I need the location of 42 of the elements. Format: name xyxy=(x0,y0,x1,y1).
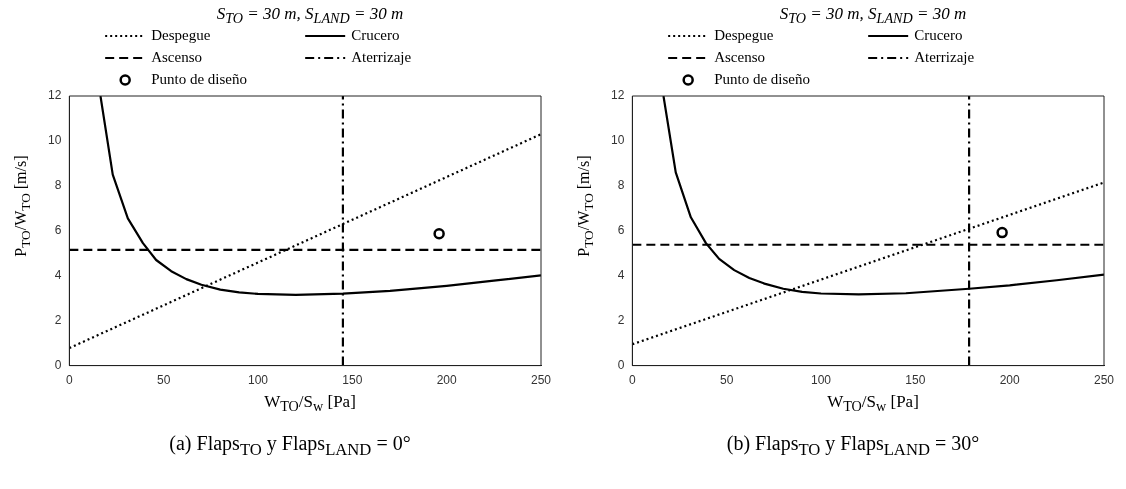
legend-label: Aterrizaje xyxy=(914,48,975,65)
x-axis-title: W$_{TO}$/S$_{w}$ [Pa] xyxy=(826,392,920,416)
text: (a) Flaps$_{TO}$ y Flaps$_{LAND}$ = 0° xyxy=(168,432,412,460)
y-tick-label: 10 xyxy=(47,133,62,148)
x-tick-label: 0 xyxy=(66,373,73,388)
x-tick-label: 250 xyxy=(530,373,552,388)
y-tick-label: 4 xyxy=(617,268,625,283)
legend-label: Crucero xyxy=(351,26,400,43)
legend-label: Crucero xyxy=(914,26,963,43)
y-tick-label: 4 xyxy=(54,268,62,283)
y-tick-label: 8 xyxy=(617,178,625,193)
x-tick-label: 150 xyxy=(905,373,926,388)
y-tick-label: 6 xyxy=(617,223,625,238)
legend-label: Punto de diseño xyxy=(151,70,248,87)
x-tick-label: 100 xyxy=(247,373,269,388)
x-tick-label: 50 xyxy=(720,373,734,388)
x-axis-title: W$_{TO}$/S$_{w}$ [Pa] xyxy=(263,392,357,416)
legend-label: Despegue xyxy=(151,26,211,43)
y-tick-label: 12 xyxy=(47,88,62,103)
y-tick-label: 10 xyxy=(610,133,625,148)
legend-label: Ascenso xyxy=(151,48,202,65)
x-tick-label: 50 xyxy=(157,373,171,388)
chart-title: S$_{TO}$ = 30 m, S$_{LAND}$ = 30 m xyxy=(215,4,405,28)
y-tick-label: 0 xyxy=(617,357,625,372)
x-tick-label: 0 xyxy=(629,373,636,388)
legend-label: Ascenso xyxy=(714,48,765,65)
legend-label: Punto de diseño xyxy=(714,70,811,87)
x-tick-label: 150 xyxy=(342,373,363,388)
x-tick-label: 250 xyxy=(1093,373,1115,388)
y-tick-label: 2 xyxy=(617,312,625,327)
y-tick-label: 6 xyxy=(54,223,62,238)
y-tick-label: 8 xyxy=(54,178,62,193)
x-tick-label: 200 xyxy=(436,373,457,388)
y-tick-label: 12 xyxy=(610,88,625,103)
chart-title: S$_{TO}$ = 30 m, S$_{LAND}$ = 30 m xyxy=(778,4,968,28)
x-tick-label: 100 xyxy=(810,373,832,388)
legend-label: Aterrizaje xyxy=(351,48,412,65)
y-tick-label: 0 xyxy=(54,357,62,372)
legend-label: Despegue xyxy=(714,26,774,43)
y-tick-label: 2 xyxy=(54,312,62,327)
text: (b) Flaps$_{TO}$ y Flaps$_{LAND}$ = 30° xyxy=(725,432,981,460)
x-tick-label: 200 xyxy=(999,373,1020,388)
